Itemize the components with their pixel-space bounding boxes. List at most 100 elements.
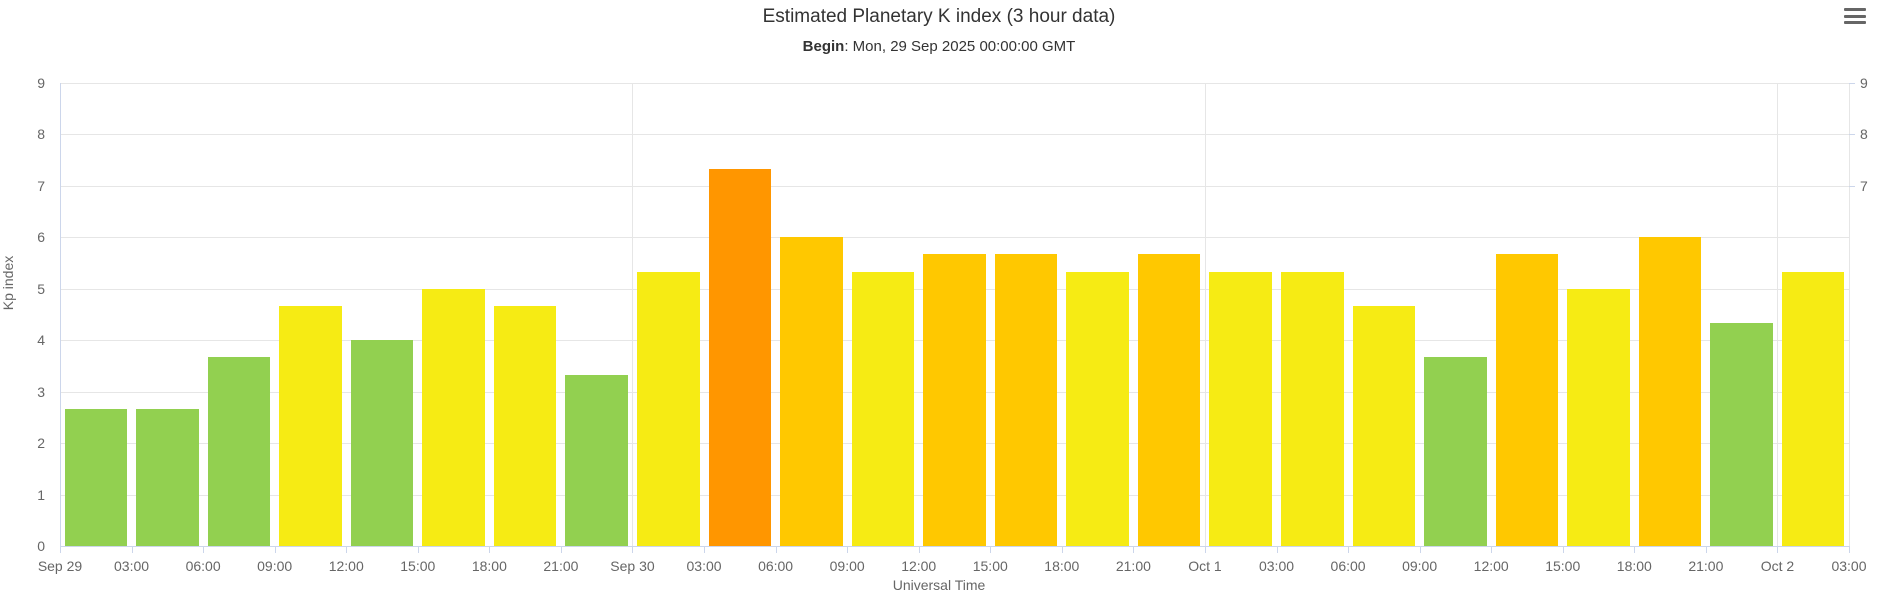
x-axis-tick-mark (1705, 546, 1707, 553)
x-axis-tick-mark (1777, 546, 1779, 553)
x-axis-tick-label: Oct 2 (1760, 558, 1795, 574)
subtitle-begin-label: Begin (802, 38, 845, 55)
kp-bar[interactable] (1495, 254, 1559, 546)
kp-bar[interactable] (780, 237, 843, 546)
kp-bar[interactable] (422, 288, 485, 546)
x-axis-tick-label: 21:00 (1688, 558, 1724, 574)
x-axis-tick-mark (1562, 546, 1564, 553)
x-axis-tick-label: 18:00 (1616, 558, 1652, 574)
kp-bar[interactable] (279, 305, 342, 546)
y-axis-tick-label: 1 (37, 486, 45, 503)
y-axis-tick-label: 7 (37, 177, 45, 194)
kp-bar[interactable] (565, 374, 628, 546)
x-axis-line (60, 546, 1850, 547)
kp-bar[interactable] (1066, 271, 1129, 546)
gridline-horizontal (60, 83, 1849, 84)
x-axis-tick-label: 15:00 (1545, 558, 1581, 574)
x-axis-tick-mark (918, 546, 920, 553)
x-axis-tick-label: 06:00 (185, 558, 221, 574)
gridline-day-boundary (632, 83, 634, 546)
x-axis-tick-label: Sep 29 (37, 558, 83, 574)
kp-bar[interactable] (1352, 305, 1416, 546)
y-axis-right-tick-label: 9 (1860, 75, 1868, 91)
y-axis-tick-label: 6 (37, 229, 45, 246)
x-axis-tick-mark (60, 546, 61, 553)
x-axis-tick-mark (346, 546, 348, 553)
kp-bar[interactable] (1424, 357, 1487, 546)
x-axis-tick-label: 12:00 (328, 558, 364, 574)
x-axis-tick-mark (131, 546, 133, 553)
gridline-day-boundary (1777, 83, 1779, 546)
x-axis-tick-mark (1204, 546, 1206, 553)
x-axis-tick-label: Sep 30 (610, 558, 655, 574)
chart-title: Estimated Planetary K index (3 hour data… (762, 6, 1116, 27)
y-axis-right-tick-mark (1849, 134, 1855, 136)
kp-bar[interactable] (708, 168, 772, 546)
x-axis-tick-mark (1491, 546, 1493, 553)
kp-bar[interactable] (1281, 271, 1344, 546)
kp-bar[interactable] (851, 271, 915, 546)
x-axis-title: Universal Time (892, 577, 986, 593)
gridline-day-boundary (1204, 83, 1206, 546)
kp-bar[interactable] (1137, 254, 1201, 546)
gridline-horizontal (60, 134, 1849, 136)
y-axis-tick-label: 8 (37, 126, 45, 143)
x-axis-tick-label: 21:00 (1115, 558, 1151, 574)
x-axis-tick-label: 18:00 (1044, 558, 1080, 574)
hamburger-bar (1844, 21, 1866, 24)
kp-bar[interactable] (636, 271, 700, 546)
y-axis-line (60, 83, 61, 546)
x-axis-tick-mark (1061, 546, 1063, 553)
x-axis-tick-mark (704, 546, 706, 553)
x-axis-tick-label: 03:00 (1831, 558, 1867, 574)
kp-bar[interactable] (1638, 237, 1702, 546)
kp-bar[interactable] (207, 357, 271, 546)
chart-subtitle: Begin: Mon, 29 Sep 2025 00:00:00 GMT (0, 38, 1878, 55)
x-axis-tick-mark (1133, 546, 1135, 553)
x-axis-tick-mark (274, 546, 276, 553)
kp-bar[interactable] (493, 305, 557, 546)
x-axis-tick-label: 15:00 (972, 558, 1008, 574)
kp-bar[interactable] (1567, 288, 1630, 546)
gridline-day-boundary (1849, 83, 1850, 546)
x-axis-tick-label: 03:00 (114, 558, 150, 574)
kp-bar[interactable] (1781, 271, 1845, 546)
x-axis-tick-label: 12:00 (1473, 558, 1509, 574)
y-axis-right-tick-label: 8 (1860, 126, 1868, 143)
y-axis-tick-label: 0 (37, 538, 45, 554)
y-axis-right-tick-label: 7 (1860, 177, 1868, 194)
kp-bar[interactable] (136, 408, 199, 546)
x-axis-tick-mark (417, 546, 419, 553)
y-axis-right-tick-mark (1849, 83, 1855, 84)
x-axis-tick-label: 09:00 (257, 558, 293, 574)
x-axis-tick-label: 12:00 (901, 558, 937, 574)
kp-bar[interactable] (923, 254, 986, 546)
kp-bar[interactable] (994, 254, 1058, 546)
x-axis-tick-mark (990, 546, 992, 553)
x-axis-tick-mark (489, 546, 491, 553)
x-axis-tick-mark (847, 546, 849, 553)
kp-bar[interactable] (1710, 323, 1773, 546)
x-axis-tick-mark (1849, 546, 1850, 553)
x-axis-tick-label: 03:00 (686, 558, 722, 574)
subtitle-begin-value: : Mon, 29 Sep 2025 00:00:00 GMT (844, 38, 1076, 55)
kp-bar[interactable] (350, 340, 414, 546)
y-axis-right-tick-mark (1849, 185, 1855, 187)
kp-bar[interactable] (64, 408, 128, 546)
gridline-horizontal (60, 185, 1849, 187)
x-axis-tick-mark (1348, 546, 1350, 553)
hamburger-menu-icon[interactable] (1844, 8, 1866, 24)
x-axis-tick-label: 06:00 (758, 558, 794, 574)
x-axis-tick-label: 21:00 (543, 558, 579, 574)
gridline-horizontal (60, 237, 1849, 239)
x-axis-tick-label: 09:00 (1402, 558, 1438, 574)
x-axis-tick-mark (1276, 546, 1278, 553)
y-axis-tick-label: 9 (37, 75, 45, 91)
x-axis-tick-mark (560, 546, 562, 553)
y-axis-tick-label: 5 (37, 280, 45, 297)
hamburger-bar (1844, 8, 1866, 11)
kp-bar[interactable] (1209, 271, 1272, 546)
x-axis-tick-label: 09:00 (829, 558, 865, 574)
x-axis-tick-mark (1634, 546, 1636, 553)
